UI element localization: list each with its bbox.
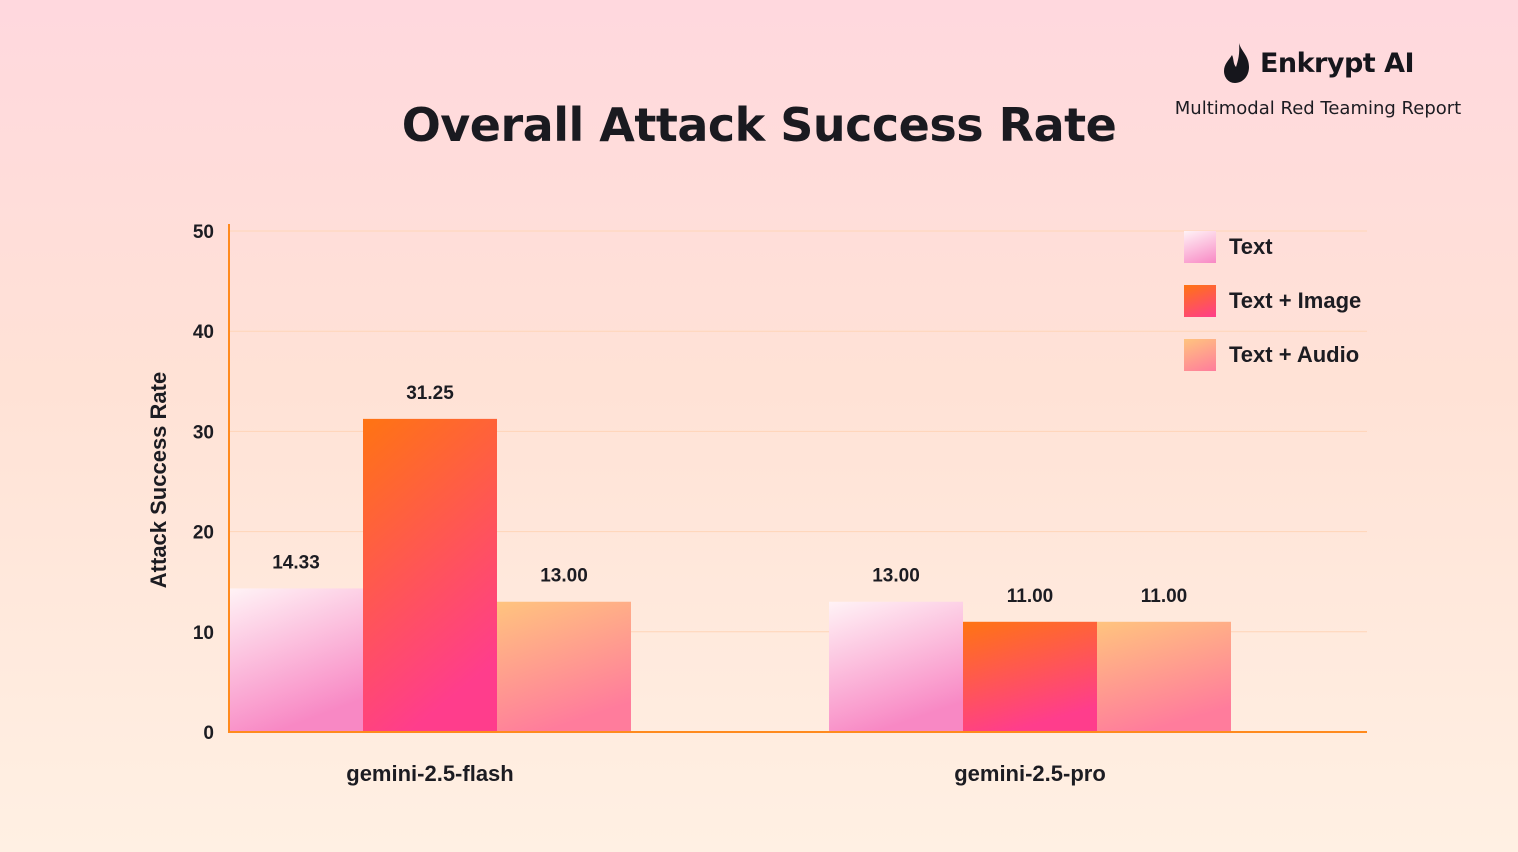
y-tick-label: 10 [193, 623, 214, 644]
y-tick-label: 0 [203, 723, 214, 744]
y-tick-label: 20 [193, 523, 214, 544]
legend-item: Text + Image [1184, 284, 1361, 318]
bar-gemini-2.5-pro-text-image [963, 621, 1097, 732]
legend-swatch [1184, 285, 1216, 317]
bar-gemini-2.5-pro-text-audio [1097, 621, 1231, 732]
legend-item: Text [1184, 230, 1361, 264]
bar-gemini-2.5-flash-text [229, 588, 363, 732]
brand-name: Enkrypt AI [1259, 47, 1415, 79]
x-tick-label: gemini-2.5-flash [346, 761, 513, 786]
data-label: 13.00 [872, 566, 920, 587]
data-label: 13.00 [540, 566, 588, 587]
brand-subtitle: Multimodal Red Teaming Report [1174, 98, 1462, 119]
y-tick-label: 40 [193, 322, 214, 343]
bar-gemini-2.5-pro-text [829, 601, 963, 732]
chart-legend: Text Text + Image Text + Audio [1184, 230, 1361, 392]
data-label: 14.33 [272, 552, 320, 573]
bar-gemini-2.5-flash-text-audio [497, 601, 631, 732]
legend-item: Text + Audio [1184, 338, 1361, 372]
bar-gemini-2.5-flash-text-image [363, 418, 497, 732]
data-label: 31.25 [406, 383, 454, 404]
x-tick-label: gemini-2.5-pro [954, 761, 1106, 786]
legend-swatch [1184, 231, 1216, 263]
brand-row: Enkrypt AI [1158, 42, 1478, 84]
chart-title: Overall Attack Success Rate [401, 98, 1117, 152]
y-tick-label: 50 [193, 222, 214, 243]
y-tick-label: 30 [193, 422, 214, 443]
brand-header: Enkrypt AI Multimodal Red Teaming Report [1158, 42, 1478, 119]
legend-label: Text + Image [1229, 288, 1362, 313]
data-label: 11.00 [1141, 586, 1188, 607]
flame-icon [1223, 43, 1249, 83]
legend-swatch [1184, 339, 1216, 371]
legend-label: Text + Audio [1229, 342, 1360, 367]
data-label: 11.00 [1007, 586, 1054, 607]
legend-label: Text [1229, 234, 1273, 259]
